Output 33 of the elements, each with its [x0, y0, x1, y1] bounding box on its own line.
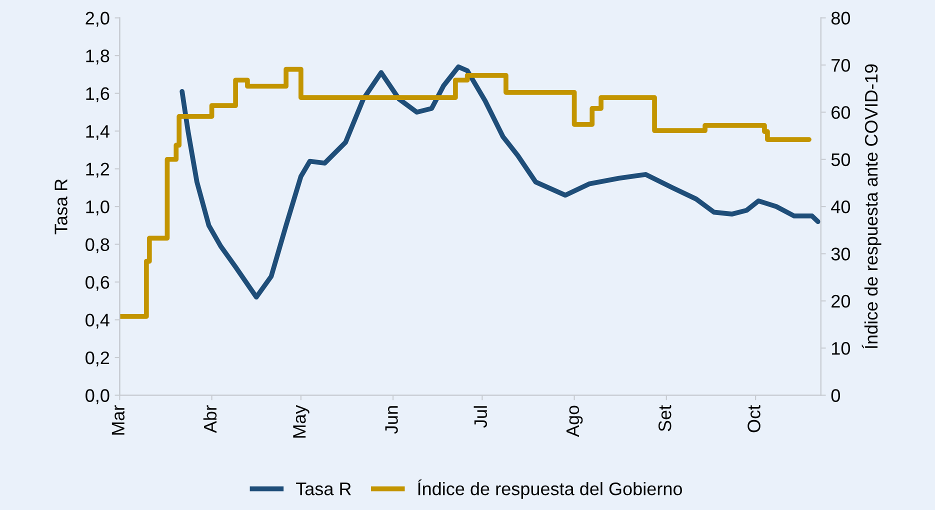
y2-tick-label: 60 — [832, 106, 850, 119]
y2-tick-label: 10 — [832, 342, 850, 355]
y2-axis-title: Índice de respuesta ante COVID-19 — [862, 64, 882, 348]
y-tick-label: 1,4 — [86, 125, 110, 140]
legend-label: Índice de respuesta del Gobierno — [418, 479, 682, 499]
y-tick-label: 0,0 — [86, 389, 110, 404]
x-tick-label: Jun — [385, 406, 398, 434]
x-tick-label: Mar — [112, 405, 125, 435]
y2-tick-label: 20 — [832, 294, 850, 308]
y-tick-label: 0,6 — [86, 276, 110, 291]
x-tick-label: Ago — [566, 406, 583, 438]
x-tick-label: Oct — [748, 405, 760, 432]
line-series — [180, 64, 820, 300]
x-tick-label: Set — [658, 405, 672, 432]
y-tick-label: 1,2 — [86, 162, 110, 178]
y-tick-label: 0,4 — [86, 314, 110, 329]
y2-tick-label: 0 — [831, 389, 840, 402]
y-tick-label: 1,6 — [86, 87, 110, 102]
y-tick-label: 1,0 — [86, 200, 110, 216]
y2-tick-label: 40 — [831, 200, 850, 214]
x-tick-label: Jul — [474, 406, 488, 428]
x-tick-label: Abr — [203, 405, 217, 434]
y2-tick-label: 50 — [831, 153, 850, 166]
y2-tick-label: 30 — [831, 248, 850, 260]
y-axis-title: Tasa R — [54, 179, 68, 234]
x-tick-label: May — [293, 405, 310, 438]
y2-tick-label: 80 — [831, 12, 850, 25]
y-tick-label: 0,8 — [86, 238, 110, 254]
y-tick-label: 2,0 — [86, 12, 110, 27]
y2-tick-label: 70 — [832, 58, 850, 72]
y-tick-label: 0,2 — [86, 351, 110, 366]
y-tick-label: 1,8 — [86, 50, 110, 64]
legend-label: Tasa R — [296, 482, 351, 496]
